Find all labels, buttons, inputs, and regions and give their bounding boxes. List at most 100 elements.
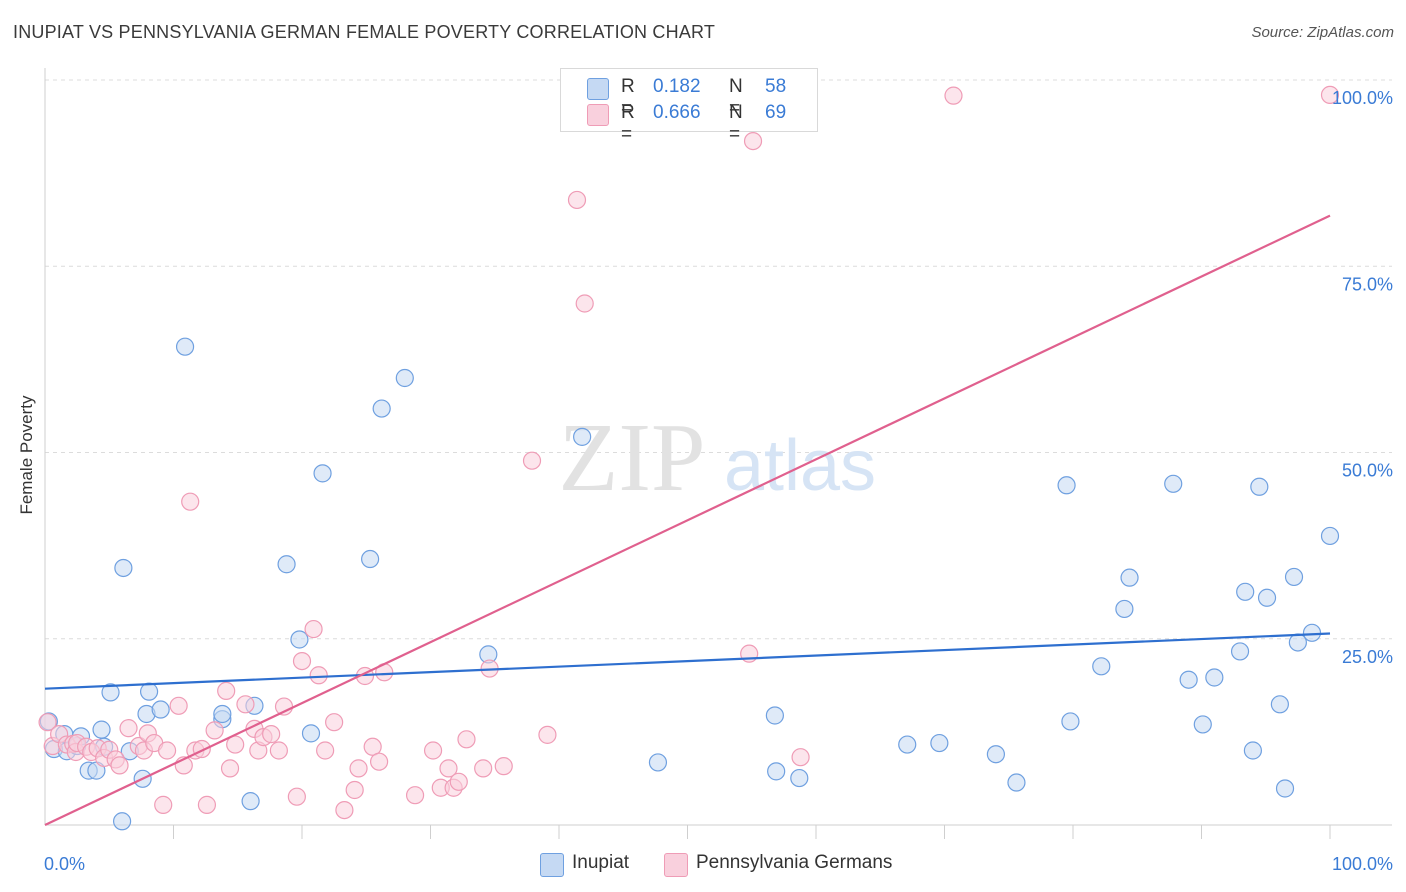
legend-swatch-pennsylvania-germans [587, 104, 609, 126]
point-0-23 [277, 555, 296, 574]
series-pennsylvania-germans-points [38, 85, 1340, 820]
point-1-28 [217, 681, 236, 701]
point-1-46 [349, 759, 368, 778]
point-0-12 [112, 812, 132, 831]
point-1-0 [38, 713, 57, 732]
y-tick-label-100: 100.0% [1332, 88, 1393, 108]
point-1-23 [181, 492, 200, 511]
point-0-16 [139, 682, 159, 701]
point-0-46 [1179, 670, 1198, 689]
legend-r-value-inupiat: 0.182 [653, 76, 701, 97]
bottom-legend-swatch-pennsylvania-germans [664, 853, 688, 877]
point-0-29 [395, 368, 414, 388]
trend-line-0 [44, 632, 1331, 690]
point-1-20 [157, 741, 177, 760]
point-0-25 [301, 724, 321, 743]
point-0-43 [1115, 599, 1134, 619]
point-1-58 [474, 759, 493, 778]
point-1-51 [405, 786, 425, 805]
point-1-41 [309, 666, 328, 685]
stats-legend: R = 0.182 N = 58 R = 0.666 N = 69 [560, 68, 818, 145]
point-0-48 [1205, 668, 1224, 687]
point-1-27 [205, 721, 224, 740]
point-1-30 [226, 735, 245, 754]
legend-r-label: R = [621, 102, 635, 145]
point-1-68 [944, 86, 963, 105]
point-0-24 [290, 630, 309, 649]
bottom-legend-label-inupiat: Inupiat [572, 852, 630, 873]
legend-swatch-inupiat [587, 78, 609, 100]
axes [44, 68, 1392, 839]
legend-r-value-pennsylvania-germans: 0.666 [653, 102, 701, 123]
trend-lines [44, 214, 1331, 826]
point-1-67 [791, 748, 810, 767]
watermark: ZIP atlas [559, 404, 877, 512]
point-1-36 [269, 741, 288, 760]
point-1-42 [316, 741, 335, 760]
trend-line-1 [44, 214, 1331, 826]
point-0-27 [361, 549, 380, 569]
point-1-64 [575, 294, 594, 313]
point-0-33 [765, 706, 784, 725]
chart-title: INUPIAT VS PENNSYLVANIA GERMAN FEMALE PO… [13, 22, 716, 42]
point-0-8 [92, 720, 111, 739]
point-0-47 [1193, 715, 1212, 734]
point-1-65 [743, 131, 763, 151]
point-0-36 [898, 735, 917, 754]
point-0-39 [1007, 773, 1026, 792]
point-0-51 [1243, 741, 1263, 760]
point-0-49 [1230, 642, 1250, 661]
point-1-38 [287, 787, 306, 806]
point-0-21 [241, 792, 260, 811]
point-1-40 [304, 619, 323, 639]
point-1-43 [325, 713, 344, 732]
point-1-52 [423, 741, 443, 760]
legend-r-label: R = [621, 76, 635, 119]
point-0-20 [213, 704, 232, 724]
legend-n-label: N = [729, 76, 743, 119]
point-0-18 [175, 337, 195, 356]
point-0-52 [1250, 477, 1269, 496]
point-0-56 [1284, 567, 1304, 587]
point-1-69 [1320, 85, 1340, 105]
point-1-44 [335, 800, 354, 820]
point-0-34 [767, 762, 786, 781]
point-1-54 [439, 759, 458, 778]
point-0-37 [930, 733, 949, 753]
point-1-63 [567, 190, 587, 210]
point-0-50 [1236, 582, 1255, 601]
point-1-39 [292, 651, 312, 671]
point-0-11 [114, 558, 133, 578]
x-tick-label-0: 0.0% [44, 854, 85, 874]
point-0-55 [1275, 779, 1295, 798]
point-0-38 [986, 745, 1006, 764]
point-0-40 [1057, 476, 1076, 495]
legend-n-label: N = [729, 102, 743, 145]
bottom-legend-label-pennsylvania-germans: Pennsylvania Germans [696, 852, 893, 873]
point-0-28 [372, 399, 391, 418]
point-0-59 [1320, 526, 1340, 546]
point-0-26 [313, 464, 332, 483]
source-label: Source: ZipAtlas.com [1251, 24, 1394, 41]
point-1-29 [220, 759, 240, 778]
point-1-62 [538, 725, 557, 744]
bottom-legend-swatch-inupiat [540, 853, 564, 877]
point-0-10 [101, 683, 120, 702]
point-1-13 [110, 756, 129, 775]
point-1-31 [236, 695, 255, 714]
point-0-41 [1061, 712, 1080, 731]
point-0-53 [1257, 588, 1277, 607]
point-0-32 [648, 753, 668, 772]
point-0-35 [790, 768, 809, 788]
point-1-26 [197, 795, 217, 814]
tick-labels: 25.0% 50.0% 75.0% 100.0% 0.0% 100.0% [44, 88, 1393, 874]
grid-lines [45, 79, 1392, 640]
y-tick-label-75: 75.0% [1342, 274, 1393, 294]
y-tick-label-25: 25.0% [1342, 647, 1393, 667]
point-0-44 [1120, 568, 1139, 587]
legend-n-value-inupiat: 58 [765, 76, 787, 97]
watermark-zip: ZIP [559, 404, 706, 512]
point-1-49 [370, 752, 389, 771]
point-1-19 [154, 795, 173, 814]
